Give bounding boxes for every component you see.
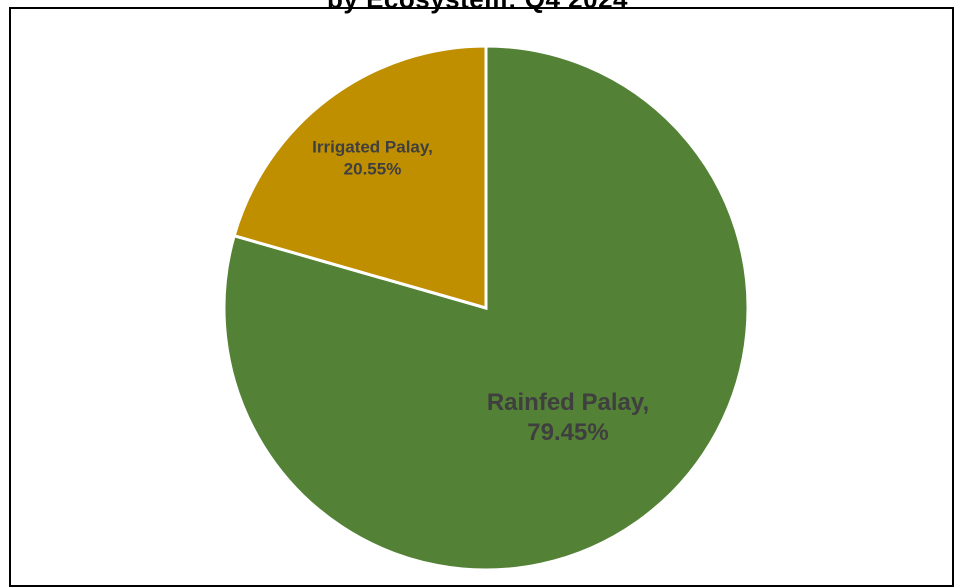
data-label-rainfed-palay: Rainfed Palay, 79.45% — [487, 389, 649, 446]
data-label-irrigated-palay: Irrigated Palay, 20.55% — [312, 137, 433, 178]
pie-slice-irrigated-palay — [232, 44, 488, 310]
